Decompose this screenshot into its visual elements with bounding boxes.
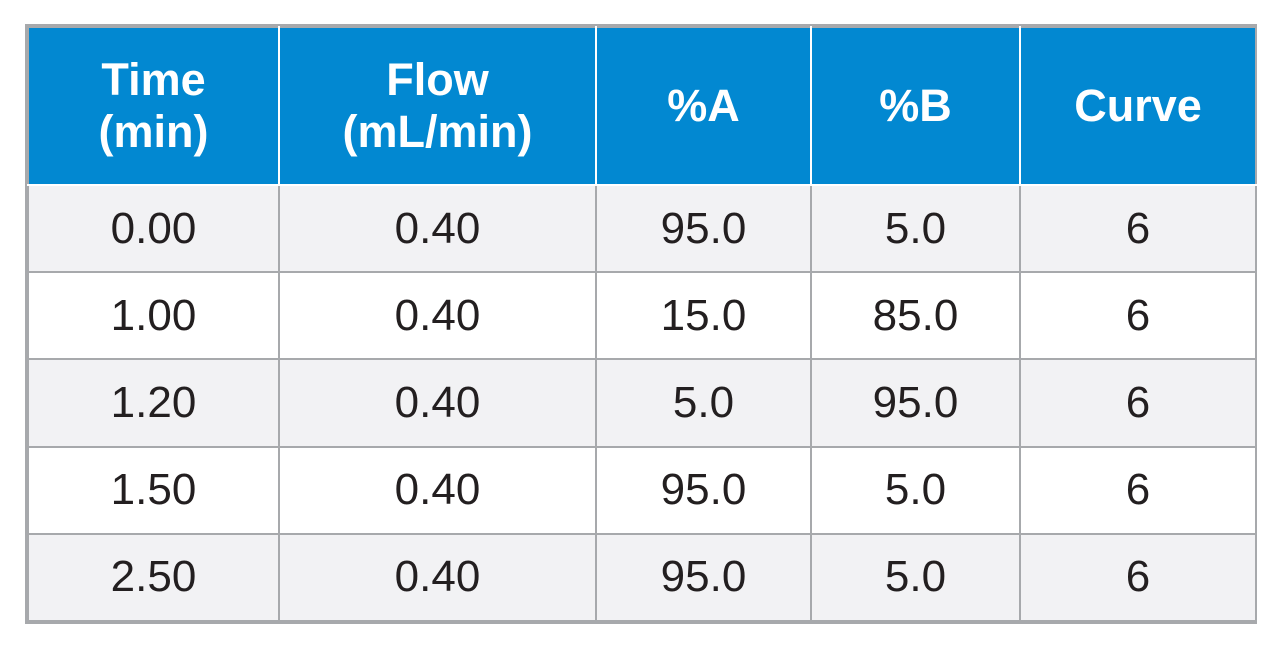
table-header: Time (min) Flow (mL/min) %A %B Curve <box>27 26 1257 186</box>
header-flow-unit: (mL/min) <box>342 106 533 157</box>
header-row: Time (min) Flow (mL/min) %A %B Curve <box>27 26 1257 186</box>
header-percent-b-label: %B <box>879 80 952 131</box>
cell-flow: 0.40 <box>278 183 597 274</box>
cell-curve: 6 <box>1019 183 1257 274</box>
cell-time: 1.00 <box>27 271 280 361</box>
cell-percent-b: 5.0 <box>810 445 1021 535</box>
cell-time: 2.50 <box>27 532 280 623</box>
header-flow-label: Flow <box>386 54 489 105</box>
table-row: 2.50 0.40 95.0 5.0 6 <box>27 532 1257 623</box>
table-row: 0.00 0.40 95.0 5.0 6 <box>27 183 1257 274</box>
table-row: 1.00 0.40 15.0 85.0 6 <box>27 271 1257 361</box>
header-curve-label: Curve <box>1074 80 1202 131</box>
cell-percent-b: 85.0 <box>810 271 1021 361</box>
cell-curve: 6 <box>1019 445 1257 535</box>
gradient-table-container: Time (min) Flow (mL/min) %A %B Curve <box>25 24 1257 624</box>
header-percent-b: %B <box>810 26 1021 186</box>
cell-percent-a: 95.0 <box>595 445 812 535</box>
table-row: 1.20 0.40 5.0 95.0 6 <box>27 358 1257 448</box>
cell-flow: 0.40 <box>278 532 597 623</box>
cell-flow: 0.40 <box>278 271 597 361</box>
cell-time: 0.00 <box>27 183 280 274</box>
cell-percent-b: 5.0 <box>810 532 1021 623</box>
cell-flow: 0.40 <box>278 445 597 535</box>
cell-flow: 0.40 <box>278 358 597 448</box>
header-curve: Curve <box>1019 26 1257 186</box>
cell-percent-a: 95.0 <box>595 183 812 274</box>
cell-percent-b: 95.0 <box>810 358 1021 448</box>
header-flow: Flow (mL/min) <box>278 26 597 186</box>
header-time: Time (min) <box>27 26 280 186</box>
table-row: 1.50 0.40 95.0 5.0 6 <box>27 445 1257 535</box>
header-percent-a-label: %A <box>667 80 740 131</box>
cell-percent-a: 15.0 <box>595 271 812 361</box>
cell-time: 1.50 <box>27 445 280 535</box>
header-time-unit: (min) <box>98 106 209 157</box>
cell-percent-a: 95.0 <box>595 532 812 623</box>
cell-curve: 6 <box>1019 358 1257 448</box>
header-percent-a: %A <box>595 26 812 186</box>
table-body: 0.00 0.40 95.0 5.0 6 1.00 0.40 15.0 85.0… <box>27 183 1257 623</box>
header-time-label: Time <box>101 54 206 105</box>
cell-percent-a: 5.0 <box>595 358 812 448</box>
cell-percent-b: 5.0 <box>810 183 1021 274</box>
cell-curve: 6 <box>1019 532 1257 623</box>
cell-curve: 6 <box>1019 271 1257 361</box>
cell-time: 1.20 <box>27 358 280 448</box>
gradient-table: Time (min) Flow (mL/min) %A %B Curve <box>27 26 1257 623</box>
